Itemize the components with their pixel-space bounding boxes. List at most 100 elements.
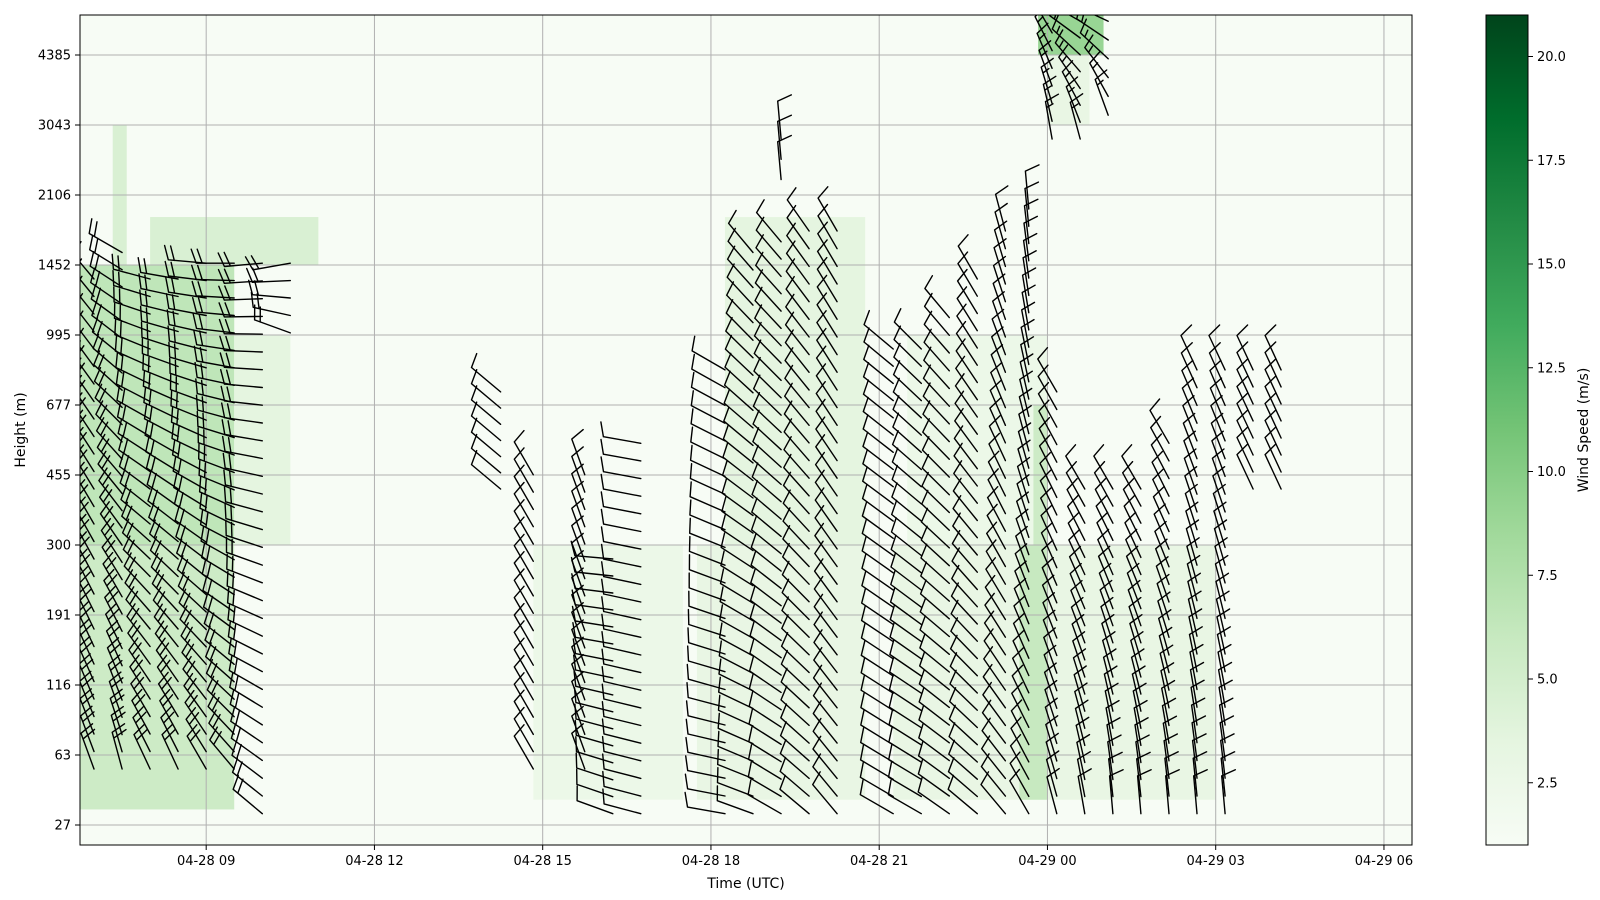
barb-staff [192, 313, 235, 334]
wind-barb [80, 688, 95, 735]
barb-staff [889, 604, 922, 643]
colorbar-tick-label: 2.5 [1537, 776, 1558, 791]
barb-staff [222, 435, 263, 460]
wind-barb [1018, 405, 1032, 452]
barb-staff [814, 469, 838, 515]
barb-staff [146, 469, 179, 508]
wind-barb [98, 467, 123, 512]
barb-staff [600, 473, 642, 497]
barb-staff [571, 446, 586, 493]
barb-staff [1130, 648, 1145, 695]
barb-staff [201, 542, 235, 578]
wind-barb [513, 724, 534, 770]
wind-barb [859, 779, 894, 815]
barb-staff [1009, 768, 1030, 815]
barb-staff [89, 251, 123, 288]
barb-staff [689, 517, 726, 549]
barb-staff [750, 567, 782, 607]
barb-staff [97, 450, 123, 495]
wind-barb [1185, 501, 1199, 549]
wind-barb [219, 352, 263, 371]
wind-barb [203, 608, 235, 648]
wind-barb [573, 670, 614, 696]
wind-barb [815, 345, 838, 391]
wind-barb [1017, 422, 1032, 469]
barb-staff [106, 637, 123, 684]
wind-barb [513, 585, 534, 632]
wind-barb [142, 370, 179, 403]
barb-staff [145, 436, 179, 473]
barb-staff [1215, 572, 1230, 620]
wind-barb [1129, 614, 1143, 661]
wind-barb [718, 622, 754, 657]
x-tick-label: 04-28 09 [177, 854, 235, 869]
wind-barb [891, 499, 922, 539]
wind-barb [950, 617, 978, 660]
wind-barb [753, 339, 782, 382]
barb-staff [814, 451, 838, 497]
barb-staff [513, 447, 534, 493]
barb-staff [860, 605, 894, 643]
barb-staff [572, 622, 614, 645]
wind-barb [154, 620, 179, 665]
wind-barb [199, 492, 235, 526]
barb-staff [1065, 444, 1086, 490]
wind-barb [779, 774, 810, 815]
barb-staff [813, 611, 838, 656]
wind-barb [1136, 751, 1151, 798]
barb-staff [80, 688, 95, 735]
barb-staff [1024, 164, 1040, 210]
barb-staff [688, 535, 726, 566]
barb-staff [80, 241, 95, 280]
wind-barb [1016, 474, 1030, 521]
barb-staff [861, 588, 894, 626]
colorbar-ticks: 2.5 5.0 7.5 10.0 12.5 15.0 17.5 20.0 [1528, 50, 1566, 791]
barb-staff [780, 632, 810, 674]
y-tick-label: 116 [46, 679, 71, 694]
barb-staff [193, 345, 235, 369]
barb-staff [1045, 750, 1060, 797]
barb-staff [1210, 412, 1226, 460]
barb-staff [717, 694, 754, 727]
barb-staff [575, 752, 614, 781]
wind-barb [813, 611, 838, 656]
wind-barb [893, 325, 922, 367]
wind-barb [921, 453, 950, 496]
wind-barb [80, 461, 95, 508]
wind-barb [1034, 15, 1053, 52]
barb-staff [575, 736, 614, 764]
wind-barb [230, 723, 263, 762]
wind-barb [1214, 537, 1228, 584]
wind-barb [248, 279, 291, 299]
barb-staff [90, 284, 123, 322]
wind-barb [889, 656, 922, 694]
wind-barb [1010, 716, 1030, 763]
wind-barb [862, 362, 894, 402]
barb-staff [721, 460, 754, 499]
barb-staff [172, 455, 207, 491]
barb-staff [513, 585, 534, 632]
wind-barb [813, 575, 838, 621]
wind-barb [223, 486, 263, 513]
wind-barb [99, 484, 123, 529]
wind-barb [231, 757, 263, 797]
wind-barb [126, 603, 151, 648]
barb-staff [688, 554, 726, 584]
barb-staff [753, 321, 782, 364]
wind-barb [88, 218, 123, 254]
barb-staff [816, 274, 838, 320]
barb-staff [513, 706, 534, 753]
barb-staff [513, 637, 534, 684]
wind-barb [470, 417, 502, 458]
barb-staff [723, 370, 754, 411]
colorbar-label: Wind Speed (m/s) [1576, 368, 1592, 493]
barb-staff [1009, 751, 1030, 798]
wind-barb [142, 354, 179, 385]
barb-staff [956, 268, 978, 315]
wind-barb [1045, 750, 1060, 797]
wind-barb [919, 579, 950, 620]
wind-barb [725, 299, 754, 341]
wind-barb [109, 688, 125, 736]
wind-barb [209, 726, 235, 770]
barb-staff [684, 773, 726, 797]
